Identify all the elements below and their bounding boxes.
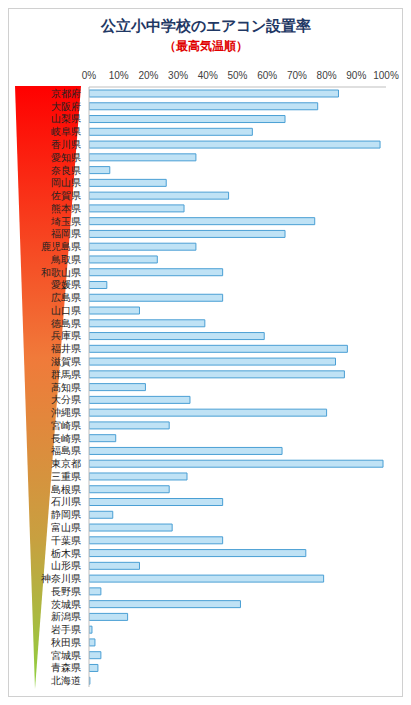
svg-text:徳島県: 徳島県 — [51, 318, 81, 329]
svg-text:沖縄県: 沖縄県 — [51, 407, 81, 418]
svg-text:神奈川県: 神奈川県 — [41, 573, 81, 584]
svg-text:広島県: 広島県 — [51, 292, 81, 303]
svg-text:岡山県: 岡山県 — [51, 177, 81, 188]
svg-text:滋賀県: 滋賀県 — [51, 356, 81, 367]
svg-text:長崎県: 長崎県 — [51, 433, 81, 444]
html-text:（最高気温順）: （最高気温順） — [163, 39, 248, 53]
svg-text:0%: 0% — [82, 70, 97, 81]
svg-text:栃木県: 栃木県 — [51, 548, 81, 559]
svg-text:大阪府: 大阪府 — [51, 101, 81, 112]
svg-text:奈良県: 奈良県 — [51, 165, 81, 176]
svg-text:宮崎県: 宮崎県 — [51, 420, 81, 431]
svg-text:秋田県: 秋田県 — [51, 637, 81, 648]
svg-text:佐賀県: 佐賀県 — [51, 190, 81, 201]
svg-text:愛媛県: 愛媛県 — [51, 279, 81, 290]
html-text:公立小中学校のエアコン設置率: 公立小中学校のエアコン設置率 — [100, 17, 311, 34]
svg-text:静岡県: 静岡県 — [51, 509, 81, 520]
svg-text:100%: 100% — [373, 70, 399, 81]
svg-text:新潟県: 新潟県 — [51, 611, 81, 622]
svg-text:鹿児島県: 鹿児島県 — [41, 241, 81, 252]
svg-text:福島県: 福島県 — [51, 445, 81, 456]
svg-text:90%: 90% — [346, 70, 366, 81]
svg-text:岩手県: 岩手県 — [51, 624, 81, 635]
svg-text:埼玉県: 埼玉県 — [50, 216, 81, 227]
svg-text:北海道: 北海道 — [51, 675, 81, 686]
svg-text:50%: 50% — [227, 70, 247, 81]
svg-text:愛知県: 愛知県 — [51, 152, 81, 163]
svg-text:鳥取県: 鳥取県 — [50, 254, 81, 265]
svg-text:20%: 20% — [138, 70, 158, 81]
svg-text:高知県: 高知県 — [51, 382, 81, 393]
svg-text:30%: 30% — [168, 70, 188, 81]
svg-text:三重県: 三重県 — [51, 471, 81, 482]
svg-text:岐阜県: 岐阜県 — [51, 126, 81, 137]
svg-text:千葉県: 千葉県 — [51, 535, 81, 546]
svg-text:60%: 60% — [257, 70, 277, 81]
svg-text:和歌山県: 和歌山県 — [41, 267, 81, 278]
svg-text:40%: 40% — [198, 70, 218, 81]
svg-text:群馬県: 群馬県 — [51, 369, 81, 380]
svg-text:青森県: 青森県 — [51, 662, 81, 673]
svg-text:宮城県: 宮城県 — [51, 650, 81, 661]
svg-text:島根県: 島根県 — [51, 484, 81, 495]
svg-text:福岡県: 福岡県 — [51, 228, 81, 239]
svg-text:70%: 70% — [287, 70, 307, 81]
svg-text:山梨県: 山梨県 — [51, 113, 81, 124]
svg-text:富山県: 富山県 — [51, 522, 81, 533]
svg-text:熊本県: 熊本県 — [51, 203, 81, 214]
svg-text:長野県: 長野県 — [51, 586, 81, 597]
svg-text:香川県: 香川県 — [51, 139, 81, 150]
svg-text:10%: 10% — [109, 70, 129, 81]
svg-text:京都府: 京都府 — [51, 88, 81, 99]
svg-text:山形県: 山形県 — [51, 560, 81, 571]
svg-text:兵庫県: 兵庫県 — [51, 330, 81, 341]
svg-text:大分県: 大分県 — [51, 394, 81, 405]
svg-text:80%: 80% — [317, 70, 337, 81]
svg-text:東京都: 東京都 — [51, 458, 81, 469]
svg-text:福井県: 福井県 — [51, 343, 81, 354]
svg-text:山口県: 山口県 — [51, 305, 81, 316]
svg-text:茨城県: 茨城県 — [51, 599, 81, 610]
svg-text:石川県: 石川県 — [51, 496, 81, 507]
